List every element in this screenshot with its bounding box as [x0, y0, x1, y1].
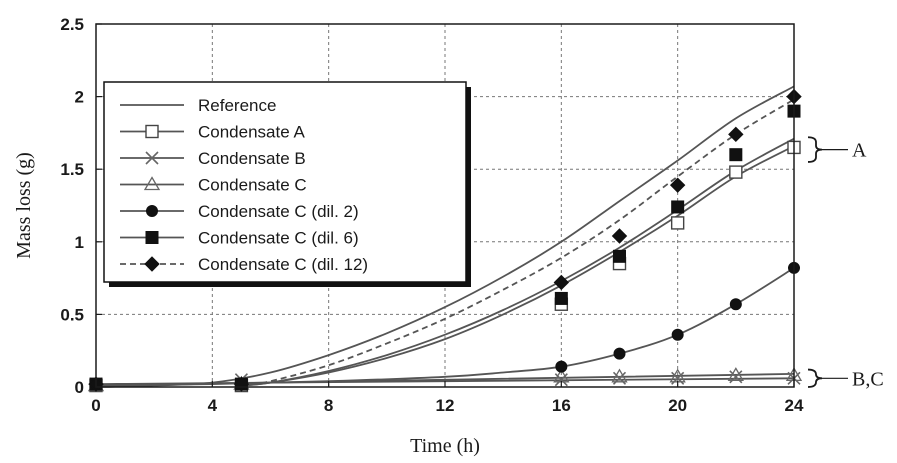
group-bracket	[807, 368, 823, 388]
y-tick-label: 1.5	[60, 160, 84, 179]
group-label: B,C	[852, 368, 884, 390]
x-tick-label: 20	[668, 396, 687, 415]
x-tick-label: 16	[552, 396, 571, 415]
legend-marker	[145, 124, 159, 139]
data-point-series-6	[728, 126, 744, 143]
legend-label: Condensate C (dil. 12)	[198, 255, 368, 274]
y-tick-label: 2	[75, 88, 84, 107]
x-tick-label: 24	[785, 396, 804, 415]
group-brackets: A B,C	[807, 136, 884, 390]
legend: Reference Condensate A Condensate B Condens…	[103, 81, 471, 287]
legend-marker	[144, 256, 160, 272]
legend-label: Condensate C (dil. 2)	[198, 202, 359, 221]
y-tick-label: 2.5	[60, 15, 84, 34]
y-tick-label: 0.5	[60, 305, 84, 324]
data-point-series-5	[729, 148, 743, 162]
legend-label: Condensate A	[198, 123, 305, 142]
data-point-series-5	[613, 249, 626, 263]
group-label: A	[852, 140, 867, 162]
data-point-series-5	[671, 200, 685, 214]
data-point-series-6	[611, 228, 628, 244]
series-curve-5	[241, 137, 795, 387]
data-point-series-4	[555, 360, 568, 373]
legend-label: Condensate C	[198, 176, 307, 195]
legend-marker	[143, 176, 161, 191]
y-tick-label: 1	[75, 233, 84, 252]
x-tick-label: 0	[91, 396, 100, 415]
legend-label: Reference	[198, 96, 276, 115]
data-point-series-4	[729, 298, 742, 311]
series-curve-6	[241, 98, 795, 387]
legend-label: Condensate C (dil. 6)	[198, 229, 359, 248]
data-point-series-3	[727, 367, 744, 382]
data-point-series-3	[611, 368, 628, 383]
x-tick-label: 4	[208, 396, 218, 415]
data-point-series-6	[669, 177, 686, 193]
data-point-series-4	[613, 347, 626, 360]
data-point-series-1	[670, 216, 685, 230]
x-axis-title: Time (h)	[410, 435, 480, 457]
legend-box	[103, 81, 467, 283]
y-axis-title: Mass loss (g)	[13, 152, 35, 259]
group-bracket	[807, 136, 823, 163]
legend-marker	[146, 205, 158, 217]
legend-label: Condensate B	[198, 149, 306, 168]
x-tick-label: 8	[324, 396, 333, 415]
data-point-series-1	[729, 165, 743, 179]
series-curve-1	[241, 145, 795, 387]
legend-marker	[145, 151, 159, 165]
legend-marker	[145, 231, 159, 244]
data-point-series-6	[553, 274, 570, 291]
y-tick-label: 0	[75, 378, 84, 397]
data-point-series-5	[554, 291, 568, 305]
axis-ticks: 0 4 8 12 16 20 24 0 0.5 1 1.5 2 2.5	[60, 15, 804, 415]
data-point-series-4	[671, 328, 684, 341]
x-tick-label: 12	[436, 396, 455, 415]
